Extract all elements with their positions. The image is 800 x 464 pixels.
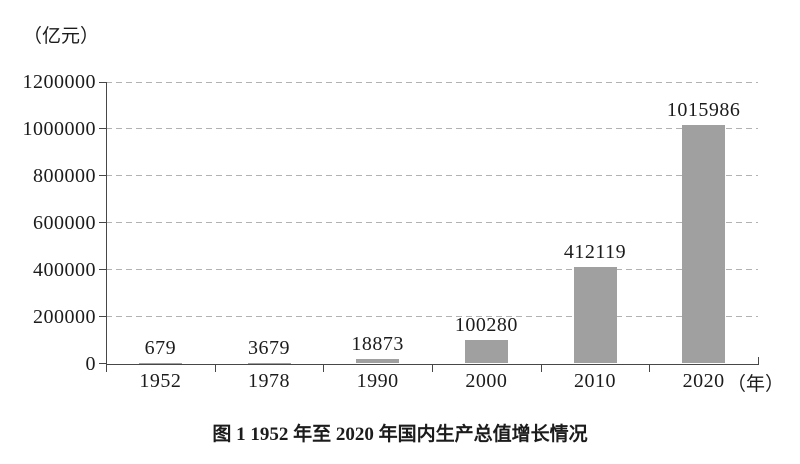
y-tick-label: 800000	[33, 164, 96, 187]
y-tick-label: 0	[85, 352, 96, 375]
x-tick-mark	[649, 364, 651, 372]
bar-value-label: 679	[144, 337, 177, 360]
chart-caption: 图 1 1952 年至 2020 年国内生产总值增长情况	[212, 424, 588, 445]
x-axis-unit-suffix: （年）	[727, 374, 785, 395]
y-tick-mark	[99, 269, 106, 271]
bar-1978	[247, 362, 291, 364]
x-tick-label: 1978	[248, 370, 290, 392]
x-tick-mark	[106, 364, 107, 372]
x-tick-mark	[758, 356, 759, 364]
gridline	[106, 222, 758, 224]
y-tick-mark	[99, 363, 106, 364]
x-tick-mark	[323, 364, 325, 372]
bar-value-label: 18873	[351, 333, 404, 356]
y-axis-unit-label: （亿元）	[23, 26, 100, 47]
x-tick-label: 2000	[465, 370, 508, 392]
bar-1990	[356, 359, 400, 364]
bar-value-label: 3679	[248, 336, 290, 359]
x-axis-line	[106, 363, 759, 365]
y-tick-mark	[99, 316, 106, 318]
x-tick-label: 2020	[682, 370, 725, 392]
gridline	[106, 269, 758, 271]
gridline	[106, 128, 758, 130]
y-tick-label: 200000	[33, 305, 96, 328]
y-tick-label: 400000	[33, 258, 96, 281]
x-tick-mark	[432, 364, 433, 372]
y-tick-mark	[99, 128, 106, 130]
gridline	[106, 316, 758, 318]
y-tick-mark	[99, 81, 106, 83]
bar-value-label: 100280	[454, 313, 518, 336]
bar-value-label: 412119	[563, 240, 627, 263]
bar-2020	[682, 125, 726, 364]
x-tick-label: 2010	[574, 370, 616, 392]
x-tick-mark	[540, 364, 542, 372]
y-axis-line	[106, 82, 107, 365]
x-tick-label: 1990	[356, 370, 399, 392]
x-tick-mark	[214, 364, 216, 372]
gridline	[106, 175, 758, 177]
y-tick-label: 1200000	[22, 71, 96, 93]
y-tick-label: 1000000	[22, 117, 96, 140]
y-tick-mark	[99, 222, 106, 224]
y-tick-label: 600000	[33, 211, 96, 234]
x-tick-label: 1952	[139, 370, 182, 392]
bar-value-label: 1015986	[666, 99, 741, 122]
gridline	[106, 81, 758, 83]
y-tick-mark	[99, 175, 106, 177]
bar-2010	[573, 266, 617, 364]
bar-2000	[464, 339, 508, 364]
